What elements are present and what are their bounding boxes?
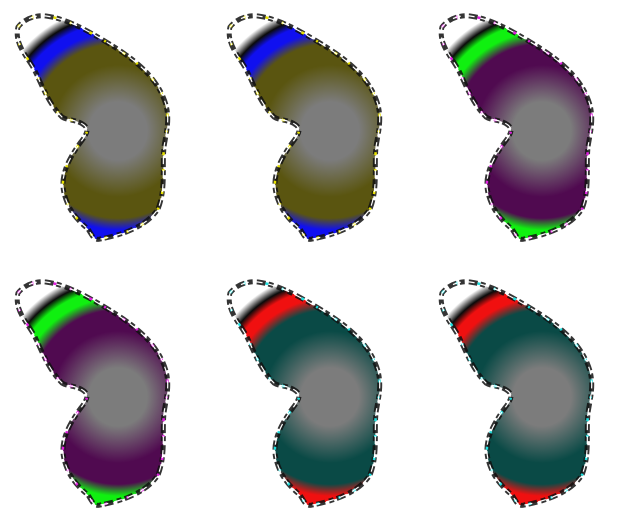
edge-rim <box>16 281 169 506</box>
edge-band <box>438 279 595 508</box>
panel-2 <box>226 13 383 242</box>
gradient-blob <box>441 15 592 240</box>
panel-6 <box>438 279 595 508</box>
edge-rim <box>440 281 593 506</box>
panel-1 <box>14 13 171 242</box>
edge-rim <box>440 15 593 240</box>
gradient-blob <box>17 281 168 506</box>
gradient-blob <box>229 281 380 506</box>
panel-grid <box>14 13 595 508</box>
panel-5 <box>226 279 383 508</box>
gradient-blob <box>17 15 168 240</box>
gradient-blob <box>441 281 592 506</box>
edge-rim <box>228 281 381 506</box>
panel-3 <box>438 13 595 242</box>
gradient-blob <box>229 15 380 240</box>
panel-4 <box>14 279 171 508</box>
edge-band <box>14 13 171 242</box>
edge-band <box>226 279 383 508</box>
edge-rim <box>16 15 169 240</box>
edge-band <box>226 13 383 242</box>
edge-band <box>438 13 595 242</box>
edge-band <box>14 279 171 508</box>
edge-rim <box>228 15 381 240</box>
